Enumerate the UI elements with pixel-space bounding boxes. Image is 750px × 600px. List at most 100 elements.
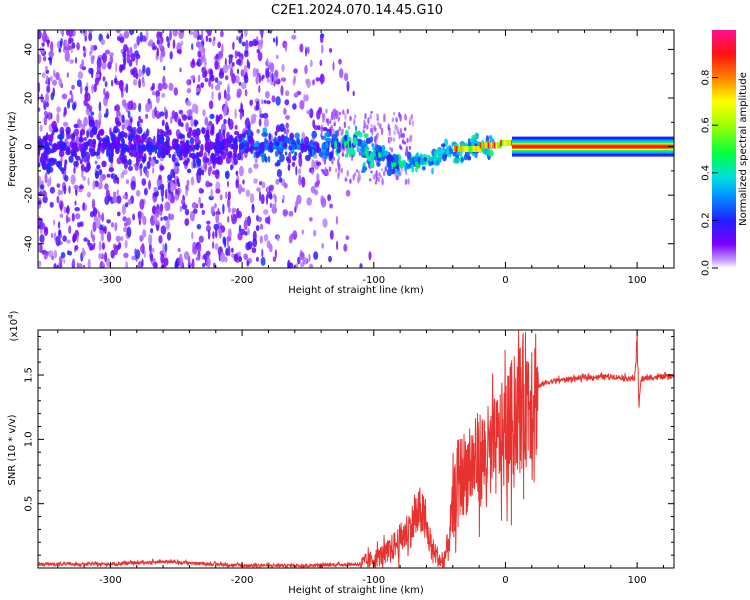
signal-blob bbox=[165, 125, 170, 130]
noise-blob bbox=[60, 30, 64, 35]
signal-blob bbox=[434, 150, 438, 158]
noise-blob bbox=[344, 112, 347, 121]
noise-blob bbox=[109, 52, 114, 57]
noise-blob bbox=[243, 30, 248, 37]
signal-segment bbox=[471, 146, 475, 152]
noise-blob bbox=[208, 195, 214, 201]
noise-blob bbox=[39, 124, 43, 132]
noise-blob bbox=[153, 214, 158, 222]
noise-blob bbox=[329, 229, 334, 240]
noise-blob bbox=[225, 93, 231, 102]
signal-blob bbox=[44, 161, 48, 170]
signal-blob bbox=[222, 129, 226, 136]
noise-blob bbox=[87, 258, 91, 268]
noise-blob bbox=[316, 173, 320, 181]
noise-blob bbox=[102, 76, 106, 82]
noise-blob bbox=[92, 180, 96, 190]
noise-blob bbox=[84, 90, 89, 101]
noise-blob bbox=[259, 223, 264, 230]
x-tick-label: -100 bbox=[362, 275, 385, 286]
noise-blob bbox=[382, 170, 386, 177]
signal-blob bbox=[91, 126, 98, 135]
signal-blob bbox=[360, 152, 365, 157]
noise-blob bbox=[214, 59, 219, 70]
noise-blob bbox=[286, 128, 290, 134]
signal-blob bbox=[352, 137, 357, 145]
noise-blob bbox=[310, 186, 316, 194]
signal-blob bbox=[290, 143, 296, 150]
noise-blob bbox=[262, 112, 269, 119]
noise-blob bbox=[235, 179, 239, 189]
noise-blob bbox=[159, 203, 164, 212]
noise-blob bbox=[368, 251, 372, 261]
snr-y-scale-exp: 4 bbox=[7, 314, 15, 319]
noise-blob bbox=[212, 231, 215, 240]
signal-blob bbox=[65, 126, 71, 135]
noise-blob bbox=[155, 90, 160, 98]
signal-segment bbox=[495, 142, 499, 149]
noise-blob bbox=[399, 128, 403, 134]
noise-blob bbox=[255, 225, 260, 232]
noise-blob bbox=[303, 93, 306, 103]
noise-blob bbox=[321, 112, 325, 117]
noise-blob bbox=[260, 256, 266, 266]
noise-blob bbox=[407, 178, 410, 185]
signal-blob bbox=[463, 154, 468, 161]
noise-blob bbox=[340, 131, 343, 136]
noise-blob bbox=[190, 210, 195, 222]
noise-blob bbox=[228, 57, 231, 65]
noise-blob bbox=[74, 207, 80, 212]
noise-blob bbox=[260, 194, 265, 205]
noise-blob bbox=[313, 229, 317, 237]
noise-blob bbox=[38, 216, 41, 226]
signal-blob bbox=[157, 150, 161, 159]
noise-blob bbox=[280, 77, 287, 82]
noise-blob bbox=[285, 115, 290, 120]
signal-blob bbox=[282, 142, 288, 148]
signal-blob bbox=[84, 141, 90, 147]
signal-segment bbox=[506, 139, 510, 146]
noise-blob bbox=[225, 191, 228, 199]
noise-blob bbox=[203, 57, 207, 68]
signal-blob bbox=[210, 142, 214, 149]
noise-blob bbox=[196, 244, 202, 253]
noise-blob bbox=[378, 172, 381, 177]
signal-blob bbox=[115, 121, 122, 127]
noise-blob bbox=[90, 111, 95, 116]
noise-blob bbox=[404, 127, 407, 132]
noise-blob bbox=[274, 69, 279, 78]
noise-blob bbox=[143, 251, 146, 258]
noise-blob bbox=[265, 91, 270, 99]
noise-blob bbox=[219, 68, 222, 76]
noise-blob bbox=[142, 229, 147, 238]
noise-blob bbox=[52, 219, 56, 226]
noise-blob bbox=[160, 216, 163, 222]
signal-blob bbox=[181, 140, 185, 147]
signal-blob bbox=[232, 137, 238, 145]
noise-blob bbox=[295, 165, 298, 176]
snr-y-ticks: 0.5 1.0 1.5 bbox=[24, 335, 674, 556]
noise-blob bbox=[322, 118, 325, 123]
signal-blob bbox=[129, 146, 134, 151]
noise-blob bbox=[143, 187, 148, 196]
noise-blob bbox=[133, 43, 138, 50]
noise-blob bbox=[75, 244, 79, 251]
signal-blob bbox=[107, 135, 110, 143]
colorbar: 0.0 0.2 0.4 0.6 0.8 Normalized spectral ampl… bbox=[701, 30, 749, 276]
noise-blob bbox=[119, 64, 123, 73]
signal-blob bbox=[296, 137, 300, 145]
signal-blob bbox=[290, 149, 295, 154]
signal-blob bbox=[325, 131, 330, 138]
noise-blob bbox=[191, 43, 194, 51]
signal-blob bbox=[109, 131, 114, 137]
noise-blob bbox=[180, 30, 185, 33]
noise-blob bbox=[136, 35, 140, 46]
signal-blob bbox=[246, 140, 252, 145]
noise-blob bbox=[166, 35, 169, 43]
noise-blob bbox=[88, 114, 91, 122]
signal-blob bbox=[201, 127, 206, 135]
noise-blob bbox=[67, 42, 70, 53]
noise-blob bbox=[106, 34, 110, 39]
noise-blob bbox=[268, 30, 273, 34]
noise-blob bbox=[354, 114, 357, 119]
